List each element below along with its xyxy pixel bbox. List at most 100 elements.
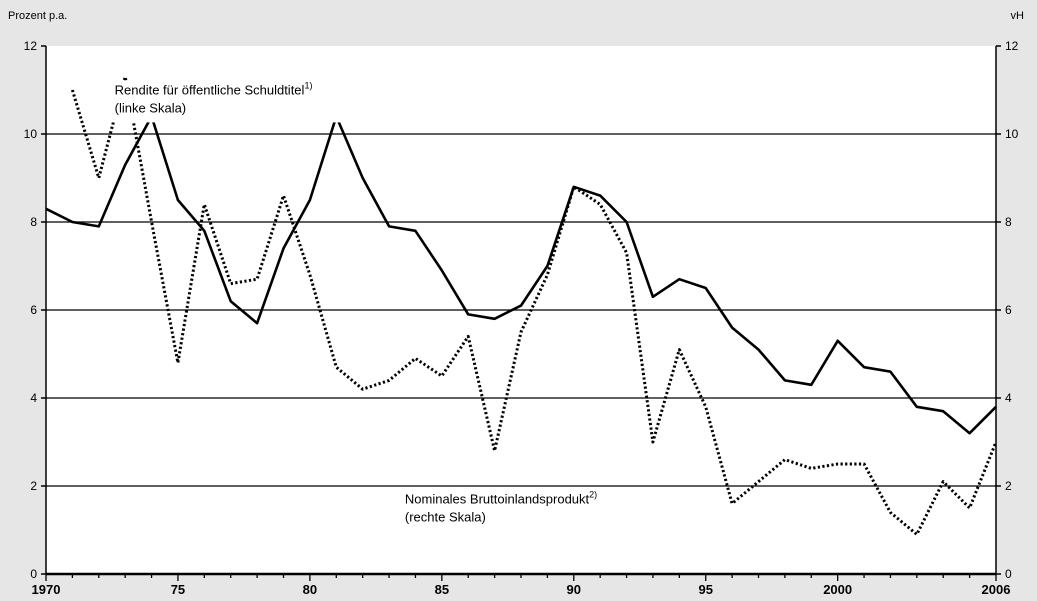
data-point	[916, 406, 918, 408]
data-point	[45, 208, 47, 210]
x-tick-label: 85	[435, 582, 449, 597]
data-point	[837, 340, 839, 342]
data-point	[995, 441, 997, 443]
y-tick-label-right: 8	[1005, 215, 1012, 229]
data-point	[916, 534, 918, 536]
data-point	[810, 384, 812, 386]
data-point	[810, 468, 812, 470]
y-tick-label-left: 6	[30, 303, 37, 317]
data-point	[256, 322, 258, 324]
data-point	[995, 406, 997, 408]
data-point	[626, 252, 628, 254]
data-point	[124, 164, 126, 166]
data-point	[837, 463, 839, 465]
data-point	[758, 481, 760, 483]
y-tick-label-right: 12	[1005, 39, 1019, 53]
data-point	[415, 358, 417, 360]
data-point	[652, 296, 654, 298]
data-point	[969, 507, 971, 509]
y-tick-label-right: 10	[1005, 127, 1019, 141]
data-point	[863, 366, 865, 368]
data-point	[784, 380, 786, 382]
data-point	[942, 481, 944, 483]
data-point	[283, 195, 285, 197]
data-point	[863, 463, 865, 465]
data-point	[256, 278, 258, 280]
data-point	[388, 226, 390, 228]
data-point	[599, 204, 601, 206]
data-point	[335, 366, 337, 368]
data-point	[969, 432, 971, 434]
data-point	[942, 410, 944, 412]
data-point	[362, 388, 364, 390]
data-point	[309, 274, 311, 276]
y-unit-right: vH	[1011, 10, 1025, 22]
y-tick-label-left: 8	[30, 215, 37, 229]
x-tick-label: 90	[567, 582, 581, 597]
y-tick-label-right: 0	[1005, 567, 1012, 581]
data-point	[599, 195, 601, 197]
data-point	[362, 177, 364, 179]
data-point	[626, 221, 628, 223]
y-tick-label-right: 4	[1005, 391, 1012, 405]
data-point	[520, 305, 522, 307]
data-point	[679, 278, 681, 280]
x-tick-label: 95	[698, 582, 712, 597]
data-point	[494, 450, 496, 452]
data-point	[731, 327, 733, 329]
data-point	[283, 248, 285, 250]
y-tick-label-left: 10	[24, 127, 38, 141]
data-point	[388, 380, 390, 382]
data-point	[98, 226, 100, 228]
data-point	[547, 274, 549, 276]
data-point	[177, 362, 179, 364]
data-point	[415, 230, 417, 232]
data-point	[467, 314, 469, 316]
x-tick-label: 1970	[32, 582, 61, 597]
data-point	[784, 459, 786, 461]
data-point	[72, 89, 74, 91]
data-point	[204, 230, 206, 232]
x-tick-label: 75	[171, 582, 185, 597]
y-unit-left: Prozent p.a.	[8, 10, 67, 22]
data-point	[573, 186, 575, 188]
data-point	[890, 371, 892, 373]
data-point	[890, 512, 892, 514]
data-point	[731, 503, 733, 505]
data-point	[467, 336, 469, 338]
data-point	[705, 406, 707, 408]
annotation-background	[108, 80, 367, 123]
annotation-background	[398, 489, 657, 532]
data-point	[441, 375, 443, 377]
grid-lines	[46, 133, 996, 487]
annotation-layer: Rendite für öffentliche Schuldtitel1) (li…	[108, 80, 657, 532]
data-point	[758, 349, 760, 351]
data-point	[679, 349, 681, 351]
y-tick-label-left: 12	[24, 39, 38, 53]
data-point	[652, 441, 654, 443]
data-point	[124, 76, 126, 78]
y-tick-label-right: 2	[1005, 479, 1012, 493]
annotation-subtitle: (linke Skala)	[115, 100, 187, 115]
x-tick-label: 2000	[823, 582, 852, 597]
y-tick-label-left: 0	[30, 567, 37, 581]
data-point	[72, 221, 74, 223]
series-line-rendite	[45, 115, 997, 435]
series-layer	[45, 75, 998, 536]
data-point	[230, 283, 232, 285]
data-point	[177, 199, 179, 201]
y-tick-label-right: 6	[1005, 303, 1012, 317]
data-point	[441, 270, 443, 272]
series-line-bip	[70, 75, 998, 536]
axes: 0 0 2 2 4 4 6 6 8 8 10 10 12 12 1970 75 80 85 90 95 2000 2006	[24, 39, 1019, 597]
data-point	[494, 318, 496, 320]
data-point	[151, 221, 153, 223]
annotation-title: Rendite für öffentliche Schuldtitel1)	[115, 80, 313, 97]
annotation-title: Nominales Bruttoinlandsprodukt2)	[405, 490, 597, 507]
data-point	[520, 331, 522, 333]
y-tick-label-left: 2	[30, 479, 37, 493]
data-point	[230, 300, 232, 302]
x-tick-label: 2006	[982, 582, 1011, 597]
